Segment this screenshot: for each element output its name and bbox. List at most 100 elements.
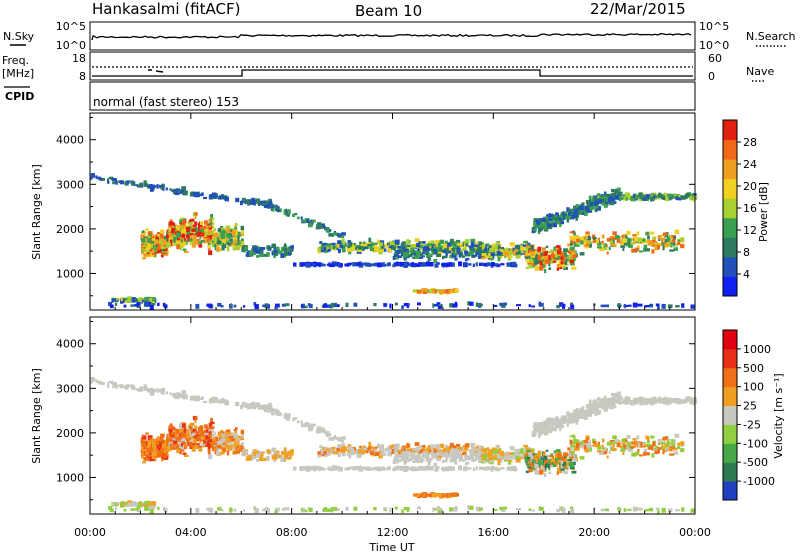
power-cell — [678, 197, 682, 201]
power-cell — [271, 250, 275, 254]
power-cell — [555, 250, 559, 256]
velocity-cell — [308, 427, 313, 432]
velocity-cell — [630, 401, 635, 405]
power-cell — [275, 246, 280, 249]
velocity-cell — [391, 449, 395, 454]
power-cell — [470, 241, 475, 247]
velocity-cell — [517, 448, 523, 453]
power-cell — [345, 263, 350, 267]
power-cell — [428, 245, 433, 248]
power-cell — [221, 234, 225, 240]
power-cell — [545, 216, 548, 220]
velocity-cell — [274, 411, 279, 414]
colorbar-swatch — [723, 178, 737, 199]
power-cell — [340, 262, 343, 268]
power-cell — [344, 263, 348, 267]
velocity-cell — [567, 413, 572, 416]
power-cell — [443, 289, 447, 294]
power-cell — [278, 251, 282, 255]
power-cell — [426, 289, 431, 293]
station-title: Hankasalmi (fitACF) — [92, 0, 240, 18]
velocity-cell — [401, 453, 404, 457]
power-cell — [395, 261, 399, 267]
velocity-cell — [566, 458, 570, 462]
velocity-cell — [406, 448, 412, 451]
velocity-cell — [208, 454, 213, 460]
velocity-cell — [597, 441, 600, 446]
power-cell — [489, 248, 493, 253]
power-cell — [300, 216, 303, 220]
power-cell — [544, 268, 547, 274]
power-cell — [450, 262, 455, 267]
power-cell — [230, 303, 233, 309]
power-cell — [447, 242, 451, 247]
velocity-cell — [453, 456, 458, 460]
power-cell — [617, 303, 621, 307]
velocity-cell — [526, 463, 531, 467]
velocity-cell — [463, 445, 466, 450]
velocity-cell — [240, 437, 244, 440]
velocity-cell — [478, 453, 482, 456]
velocity-cell — [639, 401, 643, 406]
power-cell — [531, 261, 537, 266]
power-cell — [392, 255, 396, 260]
power-cell — [225, 238, 228, 241]
velocity-cell — [542, 452, 546, 456]
velocity-cell — [160, 433, 165, 438]
velocity-cell — [550, 457, 556, 463]
power-cell — [141, 231, 147, 236]
velocity-cell — [235, 427, 238, 430]
velocity-cell — [528, 453, 533, 456]
velocity-cell — [192, 395, 197, 401]
velocity-cell — [143, 384, 147, 389]
velocity-cell — [519, 456, 523, 460]
power-cell — [172, 189, 176, 195]
power-cell — [405, 246, 408, 250]
power-cell — [168, 233, 173, 238]
velocity-cell — [627, 399, 631, 402]
power-cell — [143, 180, 147, 185]
velocity-cell — [357, 452, 363, 456]
power-cell — [628, 243, 633, 248]
freq-tick-high: 18 — [72, 52, 86, 65]
velocity-cell — [482, 448, 486, 452]
power-cell — [458, 261, 462, 267]
power-cell — [180, 233, 186, 238]
nsky-label: N.Sky — [3, 30, 35, 43]
velocity-cell — [591, 407, 596, 412]
velocity-cell — [601, 399, 605, 404]
power-cell — [108, 176, 114, 179]
velocity-cell — [342, 452, 346, 457]
velocity-cell — [208, 433, 213, 438]
power-cell — [604, 191, 607, 195]
velocity-cell — [285, 415, 289, 418]
velocity-cell — [603, 449, 608, 455]
power-cell — [165, 237, 170, 242]
velocity-cell — [422, 459, 425, 462]
power-cell — [173, 243, 179, 246]
power-cell — [276, 209, 280, 212]
power-cell — [528, 304, 531, 308]
power-cell — [610, 240, 613, 244]
power-cell — [216, 241, 222, 245]
power-cell — [630, 241, 634, 245]
velocity-cell — [609, 405, 615, 410]
velocity-cell — [387, 451, 393, 456]
power-cell — [362, 248, 365, 251]
power-cell — [331, 242, 336, 245]
power-cell — [107, 178, 109, 181]
power-cell — [414, 254, 420, 259]
power-cell — [176, 242, 182, 245]
power-cell — [199, 229, 205, 232]
velocity-cell — [159, 444, 163, 448]
power-cell — [240, 225, 245, 231]
velocity-cell — [422, 451, 428, 456]
velocity-cell — [464, 443, 470, 448]
power-cell — [229, 241, 234, 244]
power-cell — [121, 180, 124, 183]
power-cell — [403, 303, 408, 307]
power-cell — [217, 302, 222, 307]
velocity-cell — [397, 459, 402, 462]
velocity-cell — [192, 428, 197, 432]
velocity-cell — [539, 469, 544, 475]
